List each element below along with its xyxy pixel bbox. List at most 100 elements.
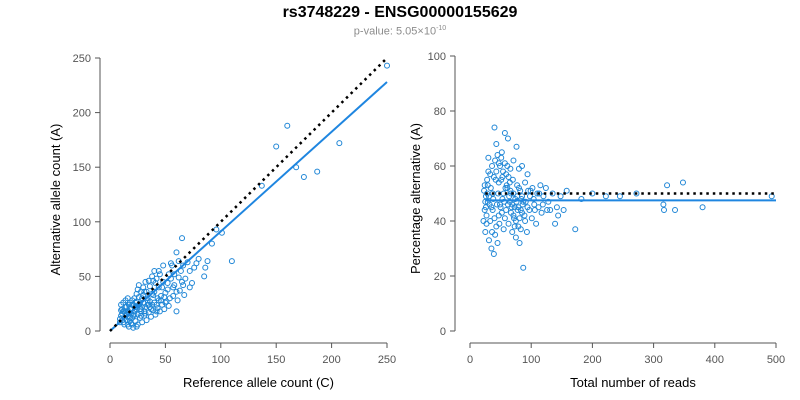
data-point (664, 182, 671, 189)
expected-line (109, 57, 388, 332)
data-point (519, 163, 526, 169)
data-point (180, 262, 187, 269)
data-point (510, 212, 517, 219)
data-point (524, 171, 531, 178)
x-tick-label: 150 (267, 354, 285, 366)
y-tick-label: 150 (73, 162, 91, 174)
data-point (490, 251, 497, 257)
data-point (563, 187, 570, 194)
x-tick-label: 200 (322, 354, 340, 366)
data-point (179, 278, 186, 285)
data-point (314, 168, 321, 175)
data-point (493, 168, 500, 175)
x-tick-label: 200 (583, 354, 601, 366)
data-point (483, 212, 490, 219)
x-tick-label: 250 (378, 354, 396, 366)
data-point (208, 240, 215, 247)
data-point (515, 185, 522, 191)
data-point (501, 215, 508, 222)
data-point (173, 308, 180, 315)
data-point (572, 226, 579, 233)
data-point (484, 182, 491, 189)
data-point (485, 237, 492, 244)
data-point (130, 324, 137, 331)
data-point (517, 226, 524, 233)
data-point (553, 204, 560, 211)
x-axis-label: Reference allele count (C) (183, 375, 334, 390)
data-point (528, 215, 535, 222)
data-point (514, 193, 521, 200)
data-point (538, 209, 545, 216)
x-tick-label: 300 (644, 354, 662, 366)
data-point (143, 317, 150, 324)
data-point (633, 190, 640, 197)
data-point (512, 234, 519, 241)
data-point (511, 223, 518, 230)
data-point (489, 190, 496, 197)
data-point (165, 302, 172, 309)
data-point (503, 207, 510, 213)
data-point (555, 212, 562, 219)
data-point (496, 201, 503, 208)
data-point (186, 267, 193, 274)
data-point (504, 163, 511, 169)
data-point (523, 229, 530, 235)
data-point (175, 274, 182, 281)
data-point (540, 193, 547, 200)
data-point (515, 204, 522, 211)
data-point (510, 157, 517, 164)
data-point (213, 226, 220, 233)
y-tick-label: 60 (434, 161, 446, 173)
data-point (480, 218, 487, 224)
data-point (491, 215, 498, 222)
data-point (118, 307, 125, 314)
data-point (482, 229, 489, 235)
data-point (520, 264, 527, 271)
data-point (560, 207, 567, 213)
data-point (493, 201, 500, 208)
data-point (526, 193, 533, 200)
chart-panel-2: 0 20 40 60 80 100 0 100 200 300 400 500 Total number… (408, 51, 785, 390)
data-point (142, 278, 149, 285)
data-point (151, 267, 158, 274)
data-point (522, 218, 529, 224)
data-point (141, 288, 148, 295)
data-point (173, 249, 180, 256)
x-tick-label: 100 (522, 354, 540, 366)
data-point (506, 179, 513, 186)
data-point (552, 220, 559, 227)
x-tick-label: 50 (159, 354, 171, 366)
data-point (180, 282, 187, 289)
x-axis-label: Total number of reads (570, 375, 696, 390)
y-tick-label: 40 (434, 216, 446, 228)
y-tick-label: 100 (428, 51, 446, 63)
y-tick-label: 250 (73, 53, 91, 65)
data-point (525, 187, 532, 194)
data-point (161, 306, 168, 313)
data-point (139, 303, 146, 310)
data-point (300, 174, 307, 181)
y-tick-label: 0 (440, 326, 446, 338)
y-tick-label: 20 (434, 271, 446, 283)
data-point (481, 182, 488, 189)
data-point (519, 209, 526, 216)
data-point (516, 240, 523, 246)
p-value-exponent: -10 (436, 25, 447, 32)
data-point (537, 182, 544, 189)
data-point (481, 207, 488, 213)
data-point (119, 310, 126, 317)
data-point (151, 299, 158, 306)
data-point (160, 262, 167, 269)
data-point (505, 174, 512, 180)
data-point (142, 310, 149, 317)
data-point (146, 283, 153, 290)
data-point (557, 193, 564, 200)
data-point (494, 240, 501, 246)
data-point (578, 196, 585, 202)
data-point (545, 198, 552, 205)
data-point (500, 226, 507, 233)
data-point (488, 245, 495, 252)
data-point (166, 295, 173, 302)
data-point (492, 157, 499, 164)
